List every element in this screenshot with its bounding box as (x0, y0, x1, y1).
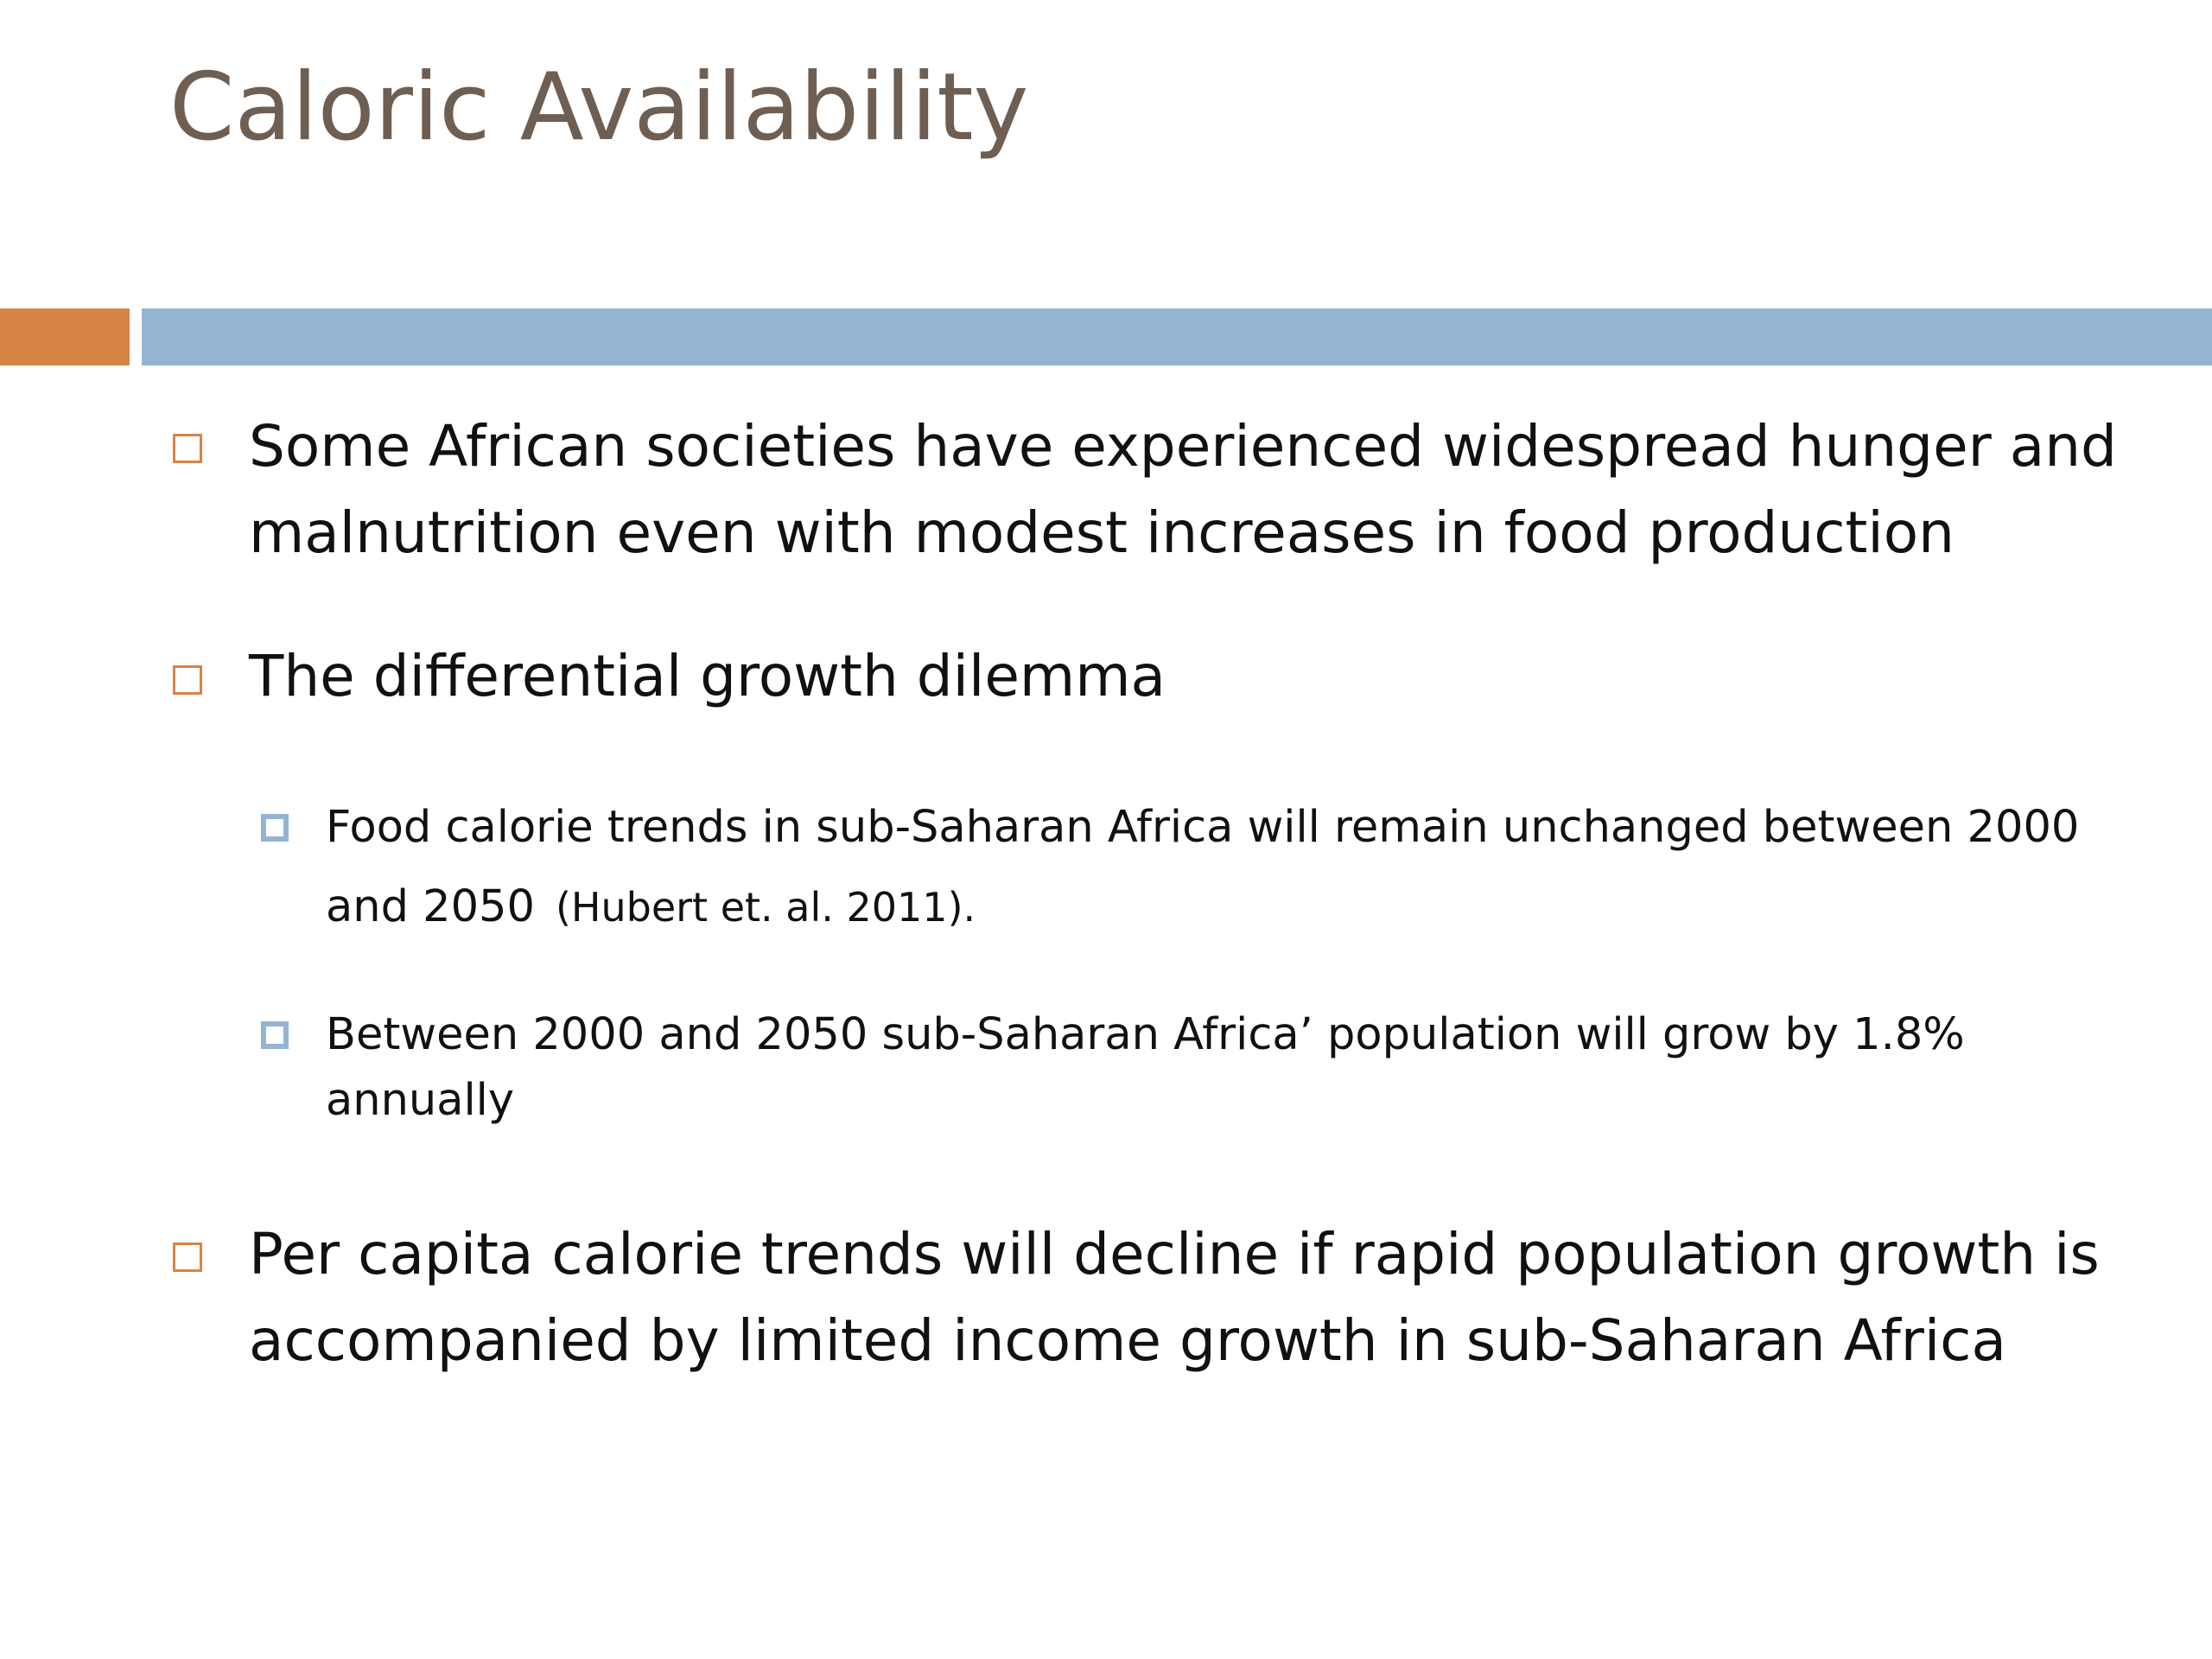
hollow-square-icon (173, 665, 202, 695)
sub-bullet-text: Food calorie trends in sub-Saharan Afric… (326, 788, 2123, 947)
bullet-text: The differential growth dilemma (249, 643, 1166, 709)
slide-title: Caloric Availability (169, 54, 1029, 162)
title-divider-bar (142, 308, 2212, 365)
bullet-text: Per capita calorie trends will decline i… (249, 1221, 2100, 1374)
filled-square-icon (261, 1021, 289, 1049)
bullet-text: Some African societies have experienced … (249, 413, 2117, 566)
hollow-square-icon (173, 1243, 202, 1272)
filled-square-icon (261, 814, 289, 842)
title-accent-bar (0, 308, 130, 365)
sub-bullet-body: Food calorie trends in sub-Saharan Afric… (326, 802, 2080, 932)
sub-bullet-text: Between 2000 and 2050 sub-Saharan Africa… (326, 1009, 1965, 1126)
hollow-square-icon (173, 434, 202, 463)
citation: (Hubert et. al. 2011). (555, 884, 976, 931)
